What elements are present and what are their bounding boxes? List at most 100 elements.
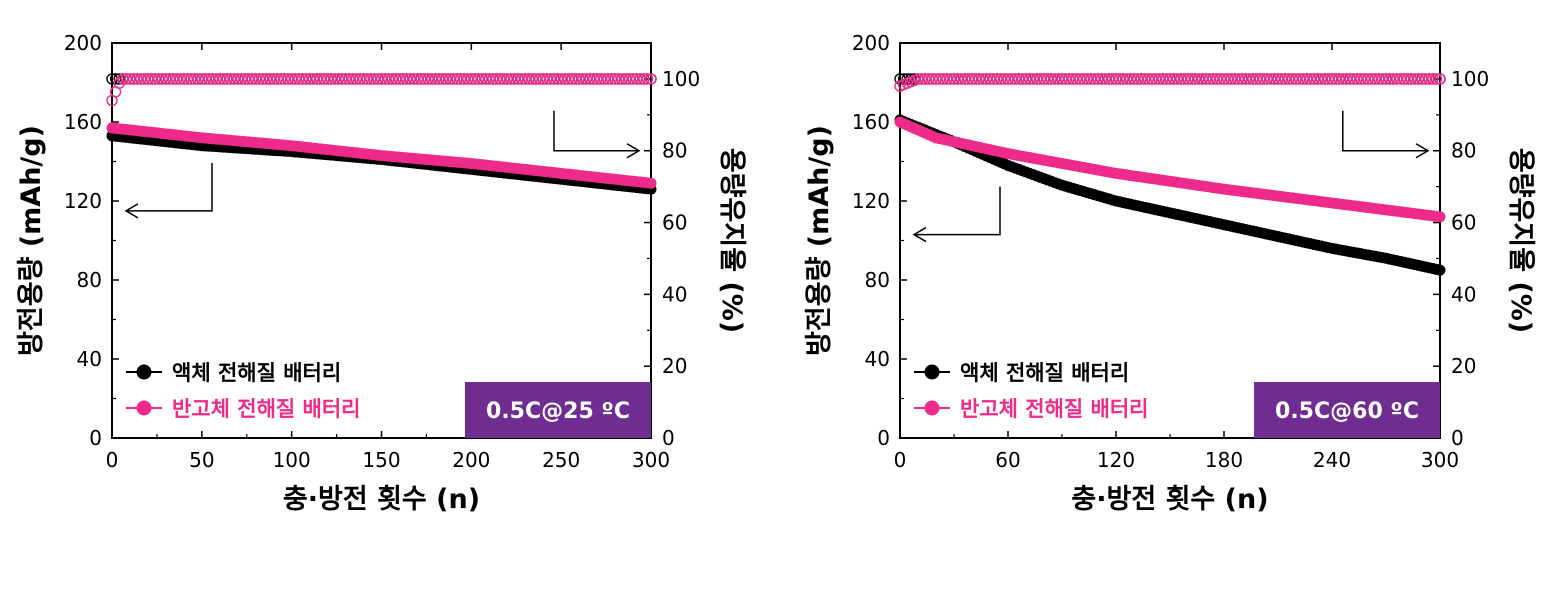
retention-point	[1193, 73, 1205, 85]
y2-tick-label: 20	[662, 354, 687, 378]
retention-point	[555, 73, 567, 85]
retention-point	[429, 73, 442, 85]
retention-point	[1070, 73, 1083, 85]
series-1	[894, 73, 1446, 223]
retention-point	[1286, 73, 1299, 85]
retention-point	[1103, 73, 1115, 85]
retention-point	[955, 73, 967, 85]
retention-point	[627, 73, 639, 85]
retention-point	[1023, 73, 1036, 85]
retention-point	[919, 73, 931, 85]
x-tick-label: 240	[1313, 448, 1351, 472]
retention-point	[1099, 73, 1111, 85]
retention-point	[969, 73, 982, 85]
retention-point	[1214, 73, 1227, 85]
retention-point	[289, 73, 301, 85]
retention-point	[1171, 73, 1183, 85]
y-tick-label: 40	[865, 347, 890, 371]
chart-right: 0 60 120 180 240 3000408012016020002040608010…	[804, 31, 1536, 515]
right-axis-arrow-head	[1415, 143, 1430, 159]
legend-label: 반고체 전해질 배터리	[172, 397, 361, 421]
x-axis-title: 충·방전 횟수 (n)	[1071, 484, 1268, 515]
retention-point	[476, 73, 488, 85]
retention-point	[515, 73, 528, 85]
retention-point	[329, 73, 341, 85]
y-tick-label: 40	[77, 347, 102, 371]
retention-point	[347, 73, 359, 85]
retention-point	[587, 73, 600, 85]
retention-point	[512, 73, 524, 85]
retention-point	[1301, 73, 1313, 85]
retention-point	[275, 73, 287, 85]
retention-point	[1196, 73, 1209, 85]
retention-point	[1419, 73, 1432, 85]
retention-point	[1358, 73, 1371, 85]
retention-point	[199, 73, 212, 85]
retention-point	[214, 73, 226, 85]
retention-point	[944, 73, 957, 85]
retention-point	[232, 73, 244, 85]
retention-point	[293, 73, 305, 85]
retention-point	[145, 73, 158, 85]
retention-point	[984, 73, 996, 85]
retention-point	[454, 73, 467, 85]
retention-point	[206, 73, 219, 85]
retention-point	[998, 73, 1011, 85]
retention-point	[131, 73, 143, 85]
retention-point	[242, 73, 255, 85]
retention-point	[638, 73, 650, 85]
retention-point	[458, 73, 470, 85]
retention-point	[1106, 73, 1119, 85]
retention-point	[1405, 73, 1417, 85]
retention-point	[1016, 73, 1029, 85]
retention-point	[160, 73, 172, 85]
y2-tick-label: 100	[662, 67, 700, 91]
retention-point	[260, 73, 273, 85]
retention-point	[368, 73, 381, 85]
x-tick-label: 300	[1421, 448, 1459, 472]
capacity-point	[1434, 264, 1446, 276]
retention-point	[447, 73, 460, 85]
retention-point	[594, 73, 607, 85]
retention-point	[1283, 73, 1295, 85]
retention-point	[537, 73, 549, 85]
retention-point	[1167, 73, 1180, 85]
retention-point	[1031, 73, 1043, 85]
retention-point	[156, 73, 169, 85]
retention-point	[1056, 73, 1068, 85]
retention-point	[926, 73, 939, 85]
retention-point	[1257, 73, 1270, 85]
retention-point	[494, 73, 506, 85]
retention-point	[181, 73, 194, 85]
retention-point	[541, 73, 553, 85]
retention-point	[497, 73, 510, 85]
retention-point	[1265, 73, 1277, 85]
retention-point	[253, 73, 266, 85]
retention-point	[1157, 73, 1169, 85]
x-axis-title: 충·방전 횟수 (n)	[283, 484, 480, 515]
retention-point	[519, 73, 531, 85]
retention-point	[1326, 73, 1338, 85]
retention-point	[1063, 73, 1075, 85]
retention-point	[508, 73, 521, 85]
retention-point	[142, 73, 154, 85]
retention-point	[469, 73, 481, 85]
retention-point	[217, 73, 230, 85]
retention-point	[1272, 73, 1284, 85]
retention-point	[1203, 73, 1216, 85]
retention-point	[113, 73, 125, 85]
retention-point	[566, 73, 578, 85]
retention-point	[426, 73, 438, 85]
retention-point	[923, 73, 935, 85]
retention-point	[1088, 73, 1101, 85]
retention-point	[966, 73, 978, 85]
retention-point	[1113, 73, 1126, 85]
retention-point	[480, 73, 492, 85]
retention-point	[562, 73, 575, 85]
retention-point	[948, 73, 960, 85]
retention-point	[1412, 73, 1425, 85]
x-tick-label: 100	[273, 448, 311, 472]
retention-point	[1232, 73, 1245, 85]
retention-point	[1128, 73, 1140, 85]
retention-point	[1020, 73, 1032, 85]
